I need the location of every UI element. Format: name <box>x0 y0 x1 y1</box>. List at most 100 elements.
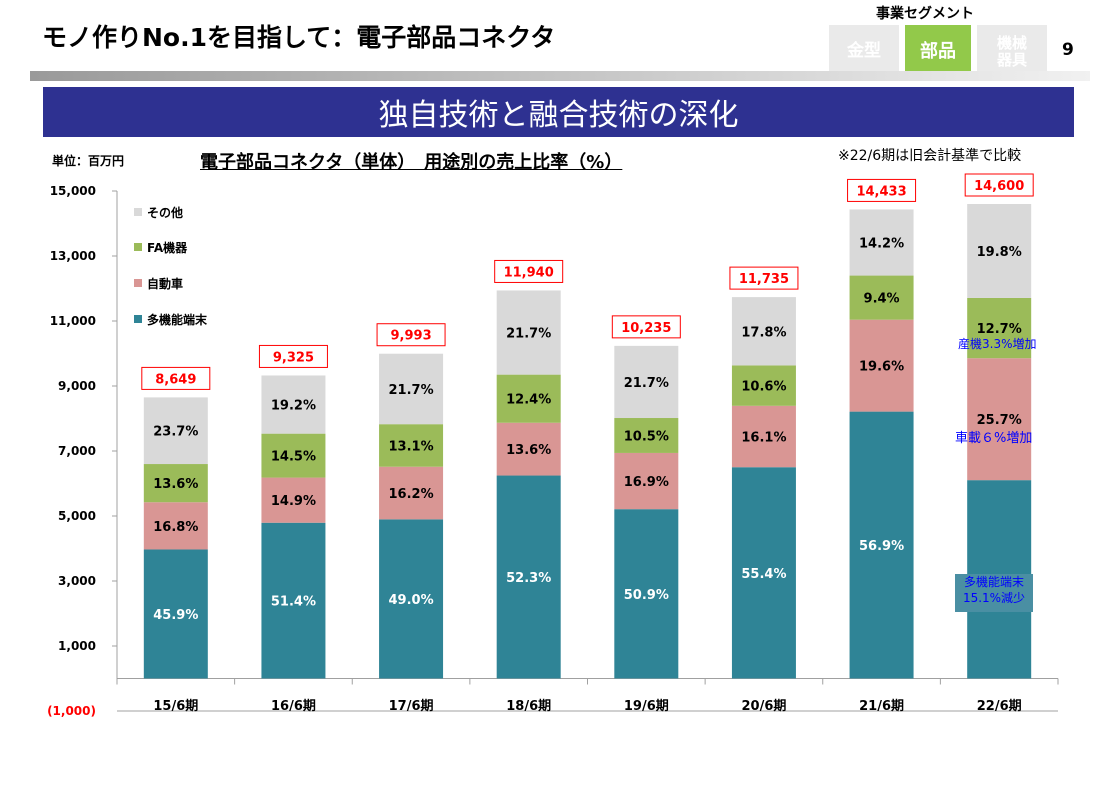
data-label: 13.6% <box>153 477 198 492</box>
total-box <box>141 366 211 390</box>
x-tick-label: 17/6期 <box>389 699 434 714</box>
bar-segment <box>261 375 326 434</box>
x-tick-label: 18/6期 <box>506 699 551 714</box>
bar-segment <box>849 411 914 679</box>
data-label: 23.7% <box>153 425 198 440</box>
data-label: 50.9% <box>624 588 669 603</box>
data-label: 21.7% <box>389 383 434 398</box>
total-box <box>964 173 1034 197</box>
data-label: 19.2% <box>271 399 316 414</box>
total-box <box>258 344 328 368</box>
total-label: 14,433 <box>856 184 906 199</box>
bar-segment <box>614 509 679 679</box>
data-label: 12.4% <box>506 393 551 408</box>
x-tick-label: 21/6期 <box>859 699 904 714</box>
x-tick-label: 22/6期 <box>977 699 1022 714</box>
bar-segment <box>967 204 1032 298</box>
legend-label: 自動車 <box>147 276 183 291</box>
bar-segment <box>967 297 1032 359</box>
header-divider <box>30 71 1090 81</box>
bar-segment <box>849 275 914 320</box>
bar-segment <box>379 424 444 467</box>
total-box <box>847 178 917 202</box>
data-label: 14.2% <box>859 236 904 251</box>
data-label: 14.5% <box>271 450 316 465</box>
legend-swatch <box>134 243 142 251</box>
annotation-mobile-decrease: 多機能端末 15.1%減少 <box>955 574 1033 612</box>
page-number: 9 <box>1062 40 1074 60</box>
tab-kanagata[interactable]: 金型 <box>829 25 899 78</box>
data-label: 16.2% <box>389 487 434 502</box>
bar-segment <box>731 467 796 679</box>
total-box <box>611 315 681 339</box>
data-label: 17.8% <box>741 325 786 340</box>
bar-segment <box>731 365 796 406</box>
bar-segment <box>731 297 796 366</box>
annotation-fa-increase: 産機3.3%増加 <box>958 337 1037 351</box>
y-tick-label: 7,000 <box>58 444 96 458</box>
data-label: 9.4% <box>864 292 900 307</box>
y-tick-label: 9,000 <box>58 379 96 393</box>
bar-segment <box>731 405 796 468</box>
chart-note: ※22/6期は旧会計基準で比較 <box>838 148 1022 164</box>
legend-label: その他 <box>147 205 183 220</box>
data-label: 21.7% <box>506 327 551 342</box>
bar-segment <box>496 475 561 679</box>
total-label: 14,600 <box>974 179 1024 194</box>
legend-swatch <box>134 315 142 323</box>
chart-title: 電子部品コネクタ（単体） 用途別の売上比率（%） <box>200 152 623 173</box>
bar-segment <box>496 422 561 476</box>
bar-segment <box>143 397 208 465</box>
y-tick-label: (1,000) <box>47 704 96 718</box>
bar-segment <box>379 466 444 520</box>
data-label: 13.1% <box>389 439 434 454</box>
bar-segment <box>496 374 561 423</box>
data-label: 19.8% <box>977 245 1022 260</box>
bar-segment <box>614 418 679 453</box>
tab-kiki[interactable]: 機械 器具 <box>977 25 1047 78</box>
data-label: 16.9% <box>624 475 669 490</box>
bar-segment <box>849 319 914 412</box>
y-tick-label: 3,000 <box>58 574 96 588</box>
segment-label: 事業セグメント <box>876 6 974 22</box>
x-tick-label: 15/6期 <box>153 699 198 714</box>
legend-label: FA機器 <box>147 240 188 255</box>
bar-segment <box>967 358 1032 481</box>
x-tick-label: 20/6期 <box>741 699 786 714</box>
data-label: 12.7% <box>977 322 1022 337</box>
annotation-auto-increase: 車載６%増加 <box>955 431 1033 446</box>
data-label: 10.5% <box>624 429 669 444</box>
section-banner: 独自技術と融合技術の深化 <box>43 87 1074 137</box>
y-tick-label: 15,000 <box>50 184 96 198</box>
tab-buhin[interactable]: 部品 <box>905 25 971 78</box>
y-tick-label: 5,000 <box>58 509 96 523</box>
total-box <box>494 259 564 283</box>
data-label: 52.3% <box>506 571 551 586</box>
legend-label: 多機能端末 <box>147 312 208 327</box>
data-label: 16.1% <box>741 431 786 446</box>
total-label: 8,649 <box>155 372 196 387</box>
bar-segment <box>379 353 444 425</box>
data-label: 10.6% <box>741 380 786 395</box>
bar-segment <box>261 522 326 679</box>
total-label: 10,235 <box>621 321 671 336</box>
unit-label: 単位：百万円 <box>52 154 125 168</box>
total-box <box>729 266 799 290</box>
total-label: 9,325 <box>273 350 314 365</box>
data-label: 14.9% <box>271 494 316 509</box>
legend-swatch <box>134 279 142 287</box>
bar-segment <box>143 502 208 550</box>
data-label: 16.8% <box>153 520 198 535</box>
data-label: 25.7% <box>977 413 1022 428</box>
y-tick-label: 1,000 <box>58 639 96 653</box>
bar-segment <box>614 452 679 510</box>
bar-segment <box>496 290 561 375</box>
total-box <box>376 323 446 347</box>
data-label: 49.0% <box>389 593 434 608</box>
data-label: 13.6% <box>506 443 551 458</box>
y-tick-label: 13,000 <box>50 249 96 263</box>
bar-segment <box>261 433 326 478</box>
data-label: 45.9% <box>153 608 198 623</box>
total-label: 11,735 <box>739 272 789 287</box>
